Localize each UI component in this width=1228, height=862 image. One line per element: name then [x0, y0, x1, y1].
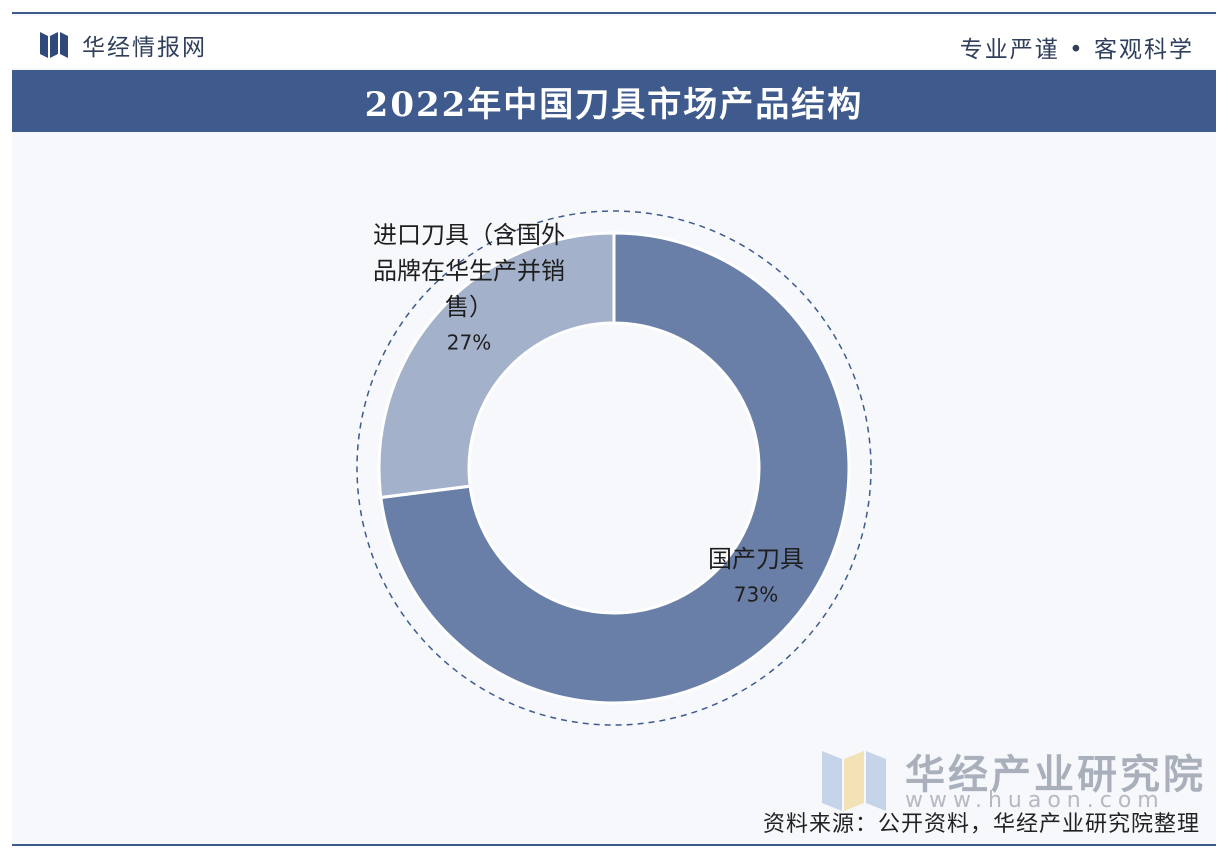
- slice-category-label-1: 进口刀具（含国外: [373, 221, 565, 249]
- watermark-logo-icon: [822, 751, 886, 811]
- slice-value-label-1: 27%: [447, 331, 491, 355]
- donut-slice-1: [377, 231, 616, 500]
- header-bar: 华经情报网 专业严谨 • 客观科学: [12, 16, 1216, 68]
- watermark-url: www.huaon.com: [905, 788, 1165, 813]
- bottom-border-line: [12, 844, 1216, 846]
- outer-dashed-ring: [356, 210, 872, 726]
- brand: 华经情报网: [38, 28, 207, 62]
- donut-slice-0: [379, 231, 851, 705]
- watermark-name: 华经产业研究院: [905, 752, 1206, 798]
- slice-category-label-1: 售）: [445, 293, 493, 321]
- slogan: 专业严谨 • 客观科学: [959, 37, 1194, 63]
- slice-value-label-0: 73%: [734, 583, 778, 607]
- brand-logo-icon: [40, 32, 68, 58]
- brand-name: 华经情报网: [82, 35, 207, 61]
- slice-category-label-1: 品牌在华生产并销: [373, 257, 565, 285]
- slice-category-label-0: 国产刀具: [708, 545, 804, 573]
- chart-frame: [12, 12, 1216, 844]
- chart-title: 2022年中国刀具市场产品结构: [364, 84, 864, 125]
- top-border-line: [12, 12, 1216, 14]
- source-note: 资料来源：公开资料，华经产业研究院整理: [762, 812, 1200, 837]
- title-bar: 2022年中国刀具市场产品结构: [12, 70, 1216, 132]
